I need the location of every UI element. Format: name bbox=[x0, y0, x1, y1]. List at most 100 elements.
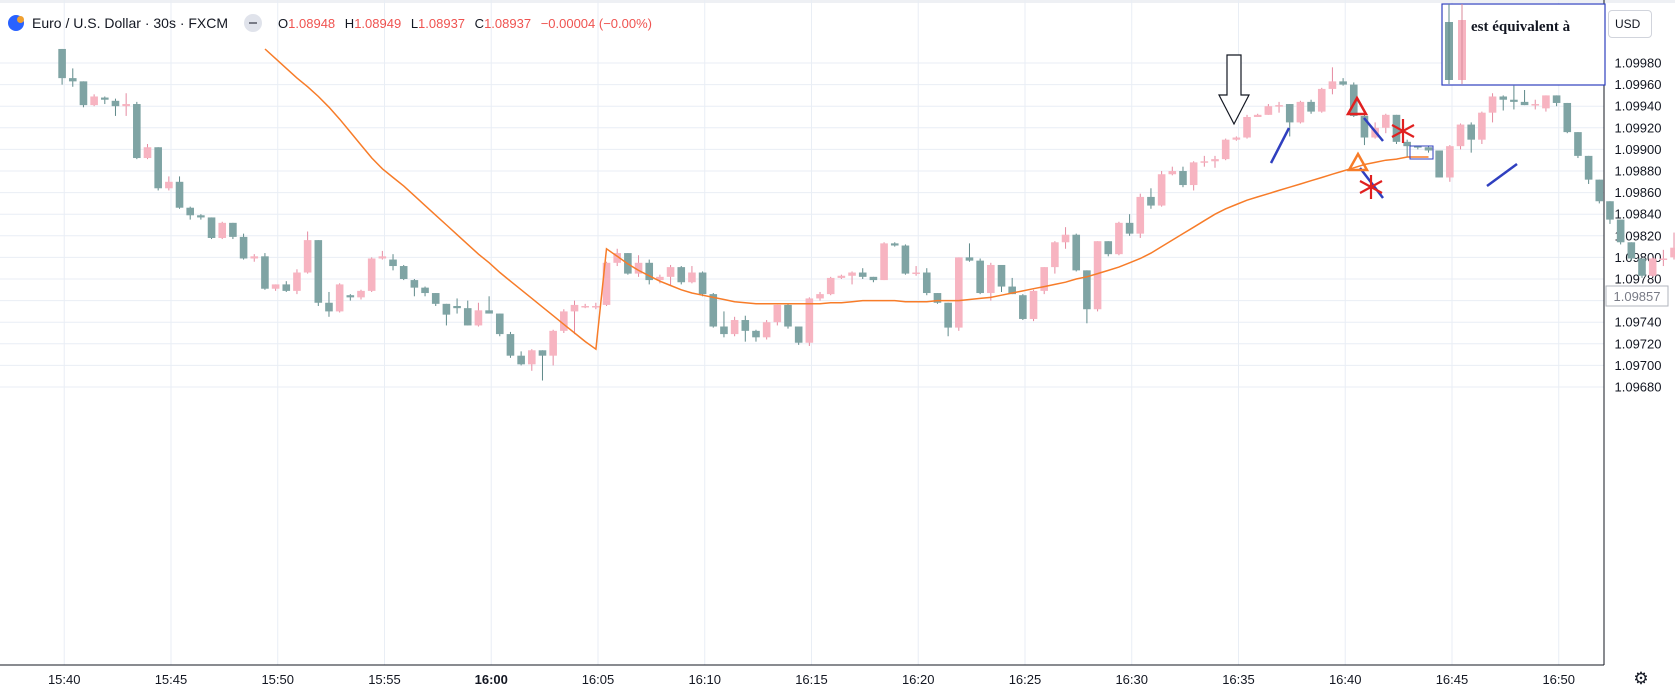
candle bbox=[218, 221, 227, 240]
trend-line-drawing bbox=[1363, 117, 1384, 142]
candle bbox=[709, 293, 718, 328]
triangle-icon bbox=[1346, 151, 1370, 172]
candle bbox=[730, 316, 739, 337]
candle bbox=[1648, 257, 1657, 277]
candle bbox=[570, 300, 579, 335]
candle bbox=[773, 304, 782, 326]
candle bbox=[1040, 267, 1048, 295]
candle bbox=[997, 264, 1006, 292]
candle bbox=[1168, 166, 1177, 176]
candle bbox=[1328, 67, 1337, 95]
candle bbox=[1061, 227, 1070, 249]
change-value: −0.00004 (−0.00%) bbox=[540, 15, 652, 31]
time-tick-label: 15:50 bbox=[261, 672, 294, 687]
candle bbox=[90, 94, 98, 107]
candle bbox=[389, 254, 397, 271]
candle bbox=[869, 276, 878, 283]
candle bbox=[1019, 294, 1027, 321]
candle bbox=[431, 293, 440, 306]
candle bbox=[1275, 101, 1283, 113]
candle bbox=[549, 329, 557, 366]
price-axis: 1.09980 1.09960 1.09940 1.09920 1.09900 1.098… bbox=[1603, 0, 1662, 665]
candle bbox=[1253, 113, 1262, 117]
candle bbox=[1093, 241, 1102, 312]
candle bbox=[1104, 241, 1113, 257]
candle bbox=[111, 98, 120, 116]
time-tick-label: 16:05 bbox=[582, 672, 615, 687]
time-axis: 15:40 15:45 15:50 15:55 16:00 16:05 16:10 16:15… bbox=[0, 664, 1604, 687]
candle bbox=[762, 320, 771, 340]
candle bbox=[1659, 249, 1668, 267]
candle bbox=[634, 255, 643, 277]
candle bbox=[101, 96, 109, 105]
symbol-title: Euro / U.S. Dollar · 30s · FXCM bbox=[32, 15, 229, 31]
candle bbox=[1616, 219, 1625, 245]
candle bbox=[239, 233, 248, 260]
candle bbox=[1051, 241, 1059, 274]
candle bbox=[837, 274, 846, 279]
hide-indicator-icon[interactable] bbox=[244, 14, 263, 32]
price-tick-label: 1.09820 bbox=[1615, 228, 1662, 243]
candle bbox=[207, 217, 216, 240]
candle bbox=[282, 281, 291, 292]
candle bbox=[1147, 188, 1155, 209]
candle bbox=[357, 289, 365, 300]
fxcm-logo-icon bbox=[8, 15, 24, 31]
svg-text:1.09857: 1.09857 bbox=[1614, 289, 1661, 304]
candle bbox=[1115, 221, 1123, 256]
candle bbox=[805, 297, 814, 346]
candle bbox=[613, 248, 621, 267]
ohlc-values: O1.08948 H1.08949 L1.08937 C1.08937 −0.0… bbox=[278, 15, 652, 31]
candle bbox=[1179, 166, 1187, 188]
candle bbox=[698, 271, 707, 297]
candle bbox=[1456, 123, 1465, 150]
candle bbox=[794, 326, 803, 345]
candle bbox=[858, 268, 867, 279]
candle bbox=[1510, 85, 1518, 110]
candle bbox=[933, 293, 942, 304]
settings-gear-icon[interactable]: ⚙ bbox=[1633, 669, 1649, 688]
candle bbox=[987, 262, 995, 301]
high-value: 1.08949 bbox=[354, 15, 402, 31]
candle bbox=[1307, 99, 1315, 114]
candle bbox=[1232, 136, 1241, 141]
candle bbox=[1627, 242, 1636, 261]
time-tick-label: 16:30 bbox=[1115, 672, 1148, 687]
candle bbox=[752, 329, 760, 342]
candle bbox=[645, 259, 654, 285]
candle bbox=[186, 206, 194, 220]
time-tick-label: 16:50 bbox=[1542, 672, 1575, 687]
candle bbox=[1446, 145, 1454, 182]
candlestick-series bbox=[58, 48, 1675, 381]
candle bbox=[1243, 114, 1251, 139]
time-tick-label: 16:00 bbox=[475, 672, 508, 687]
candle bbox=[602, 261, 611, 306]
time-tick-label: 16:40 bbox=[1329, 672, 1362, 687]
rectangle-drawing bbox=[1409, 145, 1434, 160]
candle bbox=[688, 266, 696, 284]
candle bbox=[1638, 258, 1646, 278]
price-tick-label: 1.09740 bbox=[1615, 315, 1662, 330]
time-tick-label: 15:45 bbox=[155, 672, 188, 687]
time-tick-label: 15:40 bbox=[48, 672, 81, 687]
price-tick-label: 1.09700 bbox=[1615, 358, 1662, 373]
current-price-label: 1.09857 bbox=[1605, 285, 1669, 307]
price-tick-label: 1.09900 bbox=[1615, 142, 1662, 157]
candle bbox=[229, 222, 237, 240]
candle bbox=[784, 303, 792, 329]
candle bbox=[250, 254, 259, 262]
candle bbox=[816, 291, 824, 301]
candle bbox=[581, 303, 589, 309]
candle bbox=[293, 269, 301, 295]
trend-line-drawing bbox=[1269, 127, 1291, 164]
time-tick-label: 16:35 bbox=[1222, 672, 1255, 687]
candle bbox=[58, 48, 66, 85]
candle bbox=[378, 250, 387, 260]
price-tick-label: 1.09940 bbox=[1615, 99, 1662, 114]
chart-grid bbox=[0, 0, 1675, 665]
currency-button[interactable]: USD bbox=[1608, 10, 1652, 38]
candle bbox=[346, 294, 355, 301]
time-tick-label: 16:15 bbox=[795, 672, 828, 687]
candle bbox=[1499, 95, 1508, 111]
